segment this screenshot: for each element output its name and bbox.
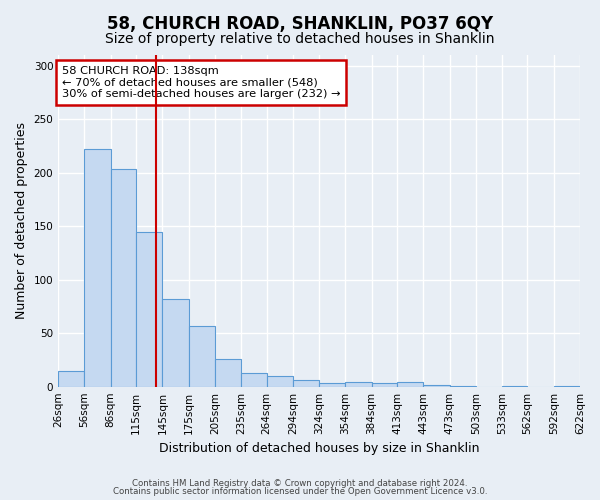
Bar xyxy=(136,232,163,386)
Bar xyxy=(266,376,293,386)
Text: 58 CHURCH ROAD: 138sqm
← 70% of detached houses are smaller (548)
30% of semi-de: 58 CHURCH ROAD: 138sqm ← 70% of detached… xyxy=(62,66,340,99)
Bar xyxy=(423,384,449,386)
Text: 58, CHURCH ROAD, SHANKLIN, PO37 6QY: 58, CHURCH ROAD, SHANKLIN, PO37 6QY xyxy=(107,15,493,33)
Bar xyxy=(188,326,215,386)
Bar xyxy=(371,384,397,386)
Bar xyxy=(111,170,136,386)
Bar xyxy=(397,382,423,386)
X-axis label: Distribution of detached houses by size in Shanklin: Distribution of detached houses by size … xyxy=(159,442,479,455)
Text: Contains public sector information licensed under the Open Government Licence v3: Contains public sector information licen… xyxy=(113,487,487,496)
Bar xyxy=(293,380,319,386)
Bar xyxy=(163,299,188,386)
Y-axis label: Number of detached properties: Number of detached properties xyxy=(15,122,28,320)
Bar xyxy=(319,384,346,386)
Bar xyxy=(241,373,266,386)
Bar xyxy=(85,149,111,386)
Text: Contains HM Land Registry data © Crown copyright and database right 2024.: Contains HM Land Registry data © Crown c… xyxy=(132,478,468,488)
Bar xyxy=(346,382,371,386)
Text: Size of property relative to detached houses in Shanklin: Size of property relative to detached ho… xyxy=(105,32,495,46)
Bar xyxy=(215,359,241,386)
Bar xyxy=(58,370,85,386)
